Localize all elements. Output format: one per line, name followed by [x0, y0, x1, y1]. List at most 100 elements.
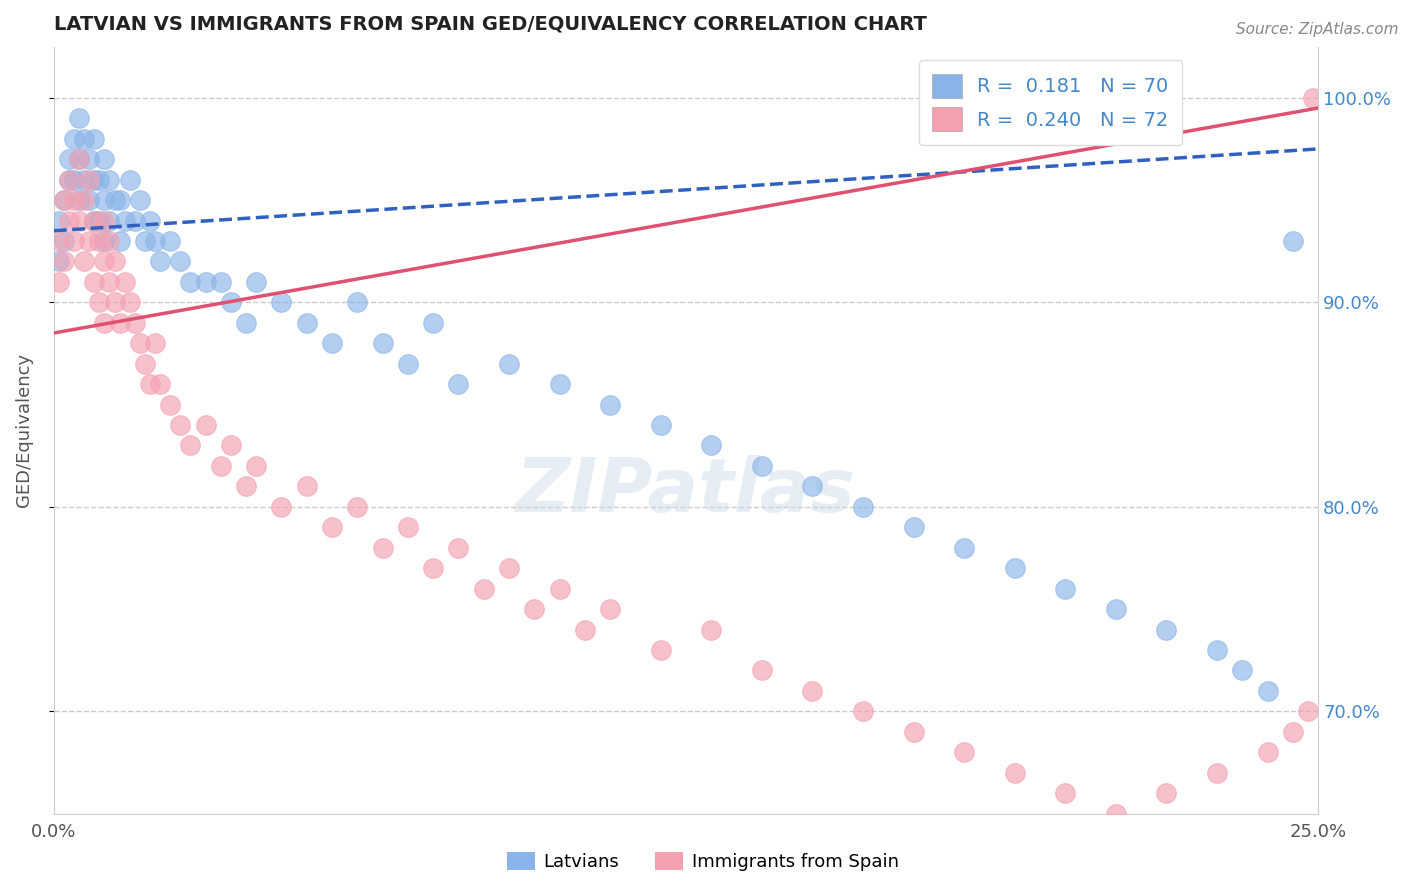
Point [801, 684, 824, 698]
Point [52, 193, 75, 207]
Point [235, 479, 257, 493]
Point [73, 131, 96, 145]
Point [1004, 561, 1026, 575]
Point [103, 254, 125, 268]
Point [1105, 806, 1128, 821]
Point [422, 316, 444, 330]
Point [396, 357, 419, 371]
Point [159, 398, 181, 412]
Point [270, 500, 292, 514]
Point [134, 357, 156, 371]
Point [63, 131, 86, 145]
Point [48, 254, 70, 268]
Point [371, 541, 394, 555]
Point [83, 172, 105, 186]
Point [143, 336, 166, 351]
Point [114, 213, 136, 227]
Point [346, 500, 368, 514]
Point [73, 172, 96, 186]
Point [801, 479, 824, 493]
Point [77, 152, 100, 166]
Point [67, 213, 90, 227]
Point [89, 234, 111, 248]
Point [108, 193, 131, 207]
Point [83, 275, 105, 289]
Point [63, 172, 86, 186]
Point [447, 541, 470, 555]
Legend: R =  0.181   N = 70, R =  0.240   N = 72: R = 0.181 N = 70, R = 0.240 N = 72 [918, 61, 1182, 145]
Point [1257, 745, 1279, 759]
Point [548, 377, 571, 392]
Point [73, 193, 96, 207]
Point [1206, 765, 1229, 780]
Point [1105, 602, 1128, 616]
Point [139, 377, 162, 392]
Point [751, 664, 773, 678]
Point [523, 602, 546, 616]
Point [77, 172, 100, 186]
Point [118, 172, 141, 186]
Point [98, 213, 121, 227]
Point [73, 254, 96, 268]
Point [209, 275, 232, 289]
Point [1054, 786, 1077, 800]
Point [83, 213, 105, 227]
Point [98, 172, 121, 186]
Point [169, 254, 191, 268]
Point [58, 213, 80, 227]
Point [139, 213, 162, 227]
Point [63, 234, 86, 248]
Point [58, 172, 80, 186]
Point [245, 458, 267, 473]
Point [77, 193, 100, 207]
Point [63, 193, 86, 207]
Point [209, 458, 232, 473]
Point [235, 316, 257, 330]
Point [700, 623, 723, 637]
Point [194, 417, 217, 432]
Point [371, 336, 394, 351]
Text: LATVIAN VS IMMIGRANTS FROM SPAIN GED/EQUIVALENCY CORRELATION CHART: LATVIAN VS IMMIGRANTS FROM SPAIN GED/EQU… [53, 15, 927, 34]
Point [700, 438, 723, 452]
Point [98, 275, 121, 289]
Point [83, 131, 105, 145]
Point [1054, 582, 1077, 596]
Point [548, 582, 571, 596]
Point [149, 377, 172, 392]
Point [93, 213, 115, 227]
Point [93, 316, 115, 330]
Point [903, 520, 925, 534]
Point [650, 417, 672, 432]
Point [77, 234, 100, 248]
Point [1004, 765, 1026, 780]
Point [321, 520, 343, 534]
Point [219, 438, 242, 452]
Point [599, 398, 621, 412]
Point [89, 295, 111, 310]
Point [93, 254, 115, 268]
Point [58, 172, 80, 186]
Point [346, 295, 368, 310]
Text: Source: ZipAtlas.com: Source: ZipAtlas.com [1236, 22, 1399, 37]
Point [52, 254, 75, 268]
Point [1296, 704, 1319, 718]
Point [58, 152, 80, 166]
Point [67, 152, 90, 166]
Point [1156, 786, 1178, 800]
Point [903, 724, 925, 739]
Y-axis label: GED/Equivalency: GED/Equivalency [15, 353, 32, 508]
Point [1282, 724, 1305, 739]
Point [953, 745, 976, 759]
Point [295, 316, 318, 330]
Point [128, 193, 150, 207]
Point [114, 275, 136, 289]
Point [89, 172, 111, 186]
Point [852, 704, 875, 718]
Point [472, 582, 495, 596]
Legend: Latvians, Immigrants from Spain: Latvians, Immigrants from Spain [501, 845, 905, 879]
Point [422, 561, 444, 575]
Point [52, 193, 75, 207]
Point [321, 336, 343, 351]
Point [1257, 684, 1279, 698]
Point [169, 417, 191, 432]
